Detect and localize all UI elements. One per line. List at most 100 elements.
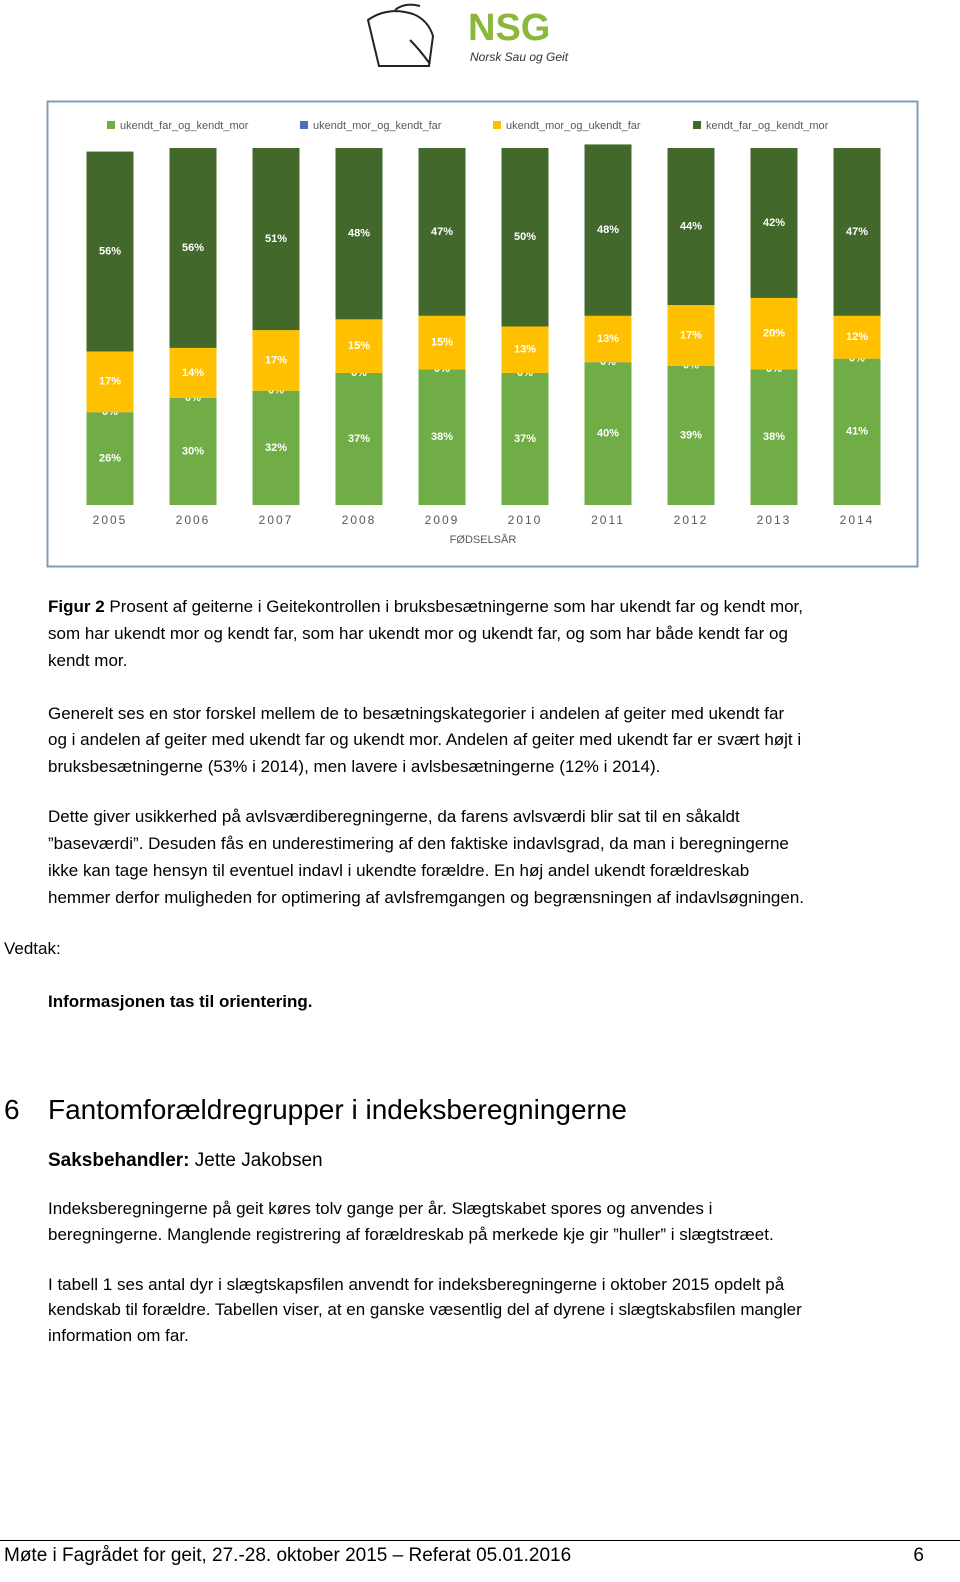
logo-tagline: Norsk Sau og Geit (470, 50, 569, 64)
legend-label: ukendt_far_og_kendt_mor (120, 120, 249, 132)
paragraph-line: kendskab til forældre. Tabellen viser, a… (48, 1300, 802, 1319)
bar-segment (252, 148, 300, 331)
legend-swatch (300, 121, 308, 129)
bar-segment (750, 297, 798, 370)
paragraph-line: og i andelen af geiter med ukendt far og… (48, 730, 802, 749)
bar-segment (667, 148, 715, 306)
caption-line: Figur 2 Prosent af geiterne i Geitekontr… (48, 597, 803, 617)
x-tick-label: 2010 (508, 513, 543, 527)
paragraph-line: ”baseværdi”. Desuden fås en underestimer… (48, 834, 789, 853)
section-number: 6 (4, 1094, 20, 1125)
data-label: 26% (99, 452, 121, 464)
data-label: 47% (431, 226, 453, 238)
vedtak-label: Vedtak: (4, 939, 61, 958)
caption-text: Prosent af geiterne i Geitekontrollen i … (104, 597, 803, 616)
handler-name: Jette Jakobsen (189, 1150, 323, 1171)
data-label: 39% (680, 429, 702, 441)
bar-segment (335, 372, 383, 505)
chart: FØDSELSÅR ukendt_far_og_kendt_mor ukendt_… (46, 100, 919, 568)
legend-swatch (107, 121, 115, 129)
bar-segment (501, 148, 549, 327)
footer-rule (0, 1540, 960, 1541)
data-label: 38% (431, 431, 453, 443)
data-label: 12% (846, 331, 868, 343)
bar-segment (86, 151, 134, 352)
bar-segment (667, 365, 715, 505)
data-label: 17% (680, 329, 702, 341)
data-label: 40% (597, 428, 619, 440)
bar-segment (169, 347, 217, 398)
data-label: 37% (348, 433, 370, 445)
data-label: 51% (265, 233, 287, 245)
paragraph-line: bruksbesætningerne (53% i 2014), men lav… (48, 757, 661, 776)
data-label: 14% (182, 367, 204, 379)
section-title: Fantomforældregrupper i indeksberegninge… (48, 1094, 628, 1125)
bar-segment (750, 369, 798, 505)
logo: NSG Norsk Sau og Geit (366, 3, 569, 67)
data-label: 37% (514, 433, 536, 445)
data-label: 48% (348, 228, 370, 240)
data-label: 17% (265, 354, 287, 366)
data-label: 15% (348, 340, 370, 352)
paragraph-line: hemmer derfor muligheden for optimering … (48, 888, 804, 907)
paragraph-line: beregningerne. Manglende registrering af… (48, 1225, 774, 1244)
data-label: 13% (514, 344, 536, 356)
bar-segment (833, 148, 881, 316)
logo-name: NSG (468, 7, 550, 49)
x-tick-label: 2006 (176, 513, 211, 527)
legend-swatch (493, 121, 501, 129)
legend-swatch (693, 121, 701, 129)
data-label: 56% (182, 242, 204, 254)
data-label: 20% (763, 328, 785, 340)
x-tick-label: 2013 (757, 513, 792, 527)
bar-segment (418, 148, 466, 316)
bar-segment (335, 319, 383, 373)
data-label: 30% (182, 445, 204, 457)
bar-segment (418, 315, 466, 370)
x-tick-label: 2009 (425, 513, 460, 527)
bar-segment (667, 305, 715, 366)
bar-segment (86, 412, 134, 505)
paragraph-line: information om far. (48, 1326, 189, 1345)
footer-text: Møte i Fagrådet for geit, 27.-28. oktobe… (4, 1545, 572, 1566)
legend-label: ukendt_mor_og_kendt_far (313, 120, 442, 132)
caption-label: Figur 2 (48, 597, 105, 616)
bar-segment (86, 351, 134, 413)
handler-label: Saksbehandler: (48, 1150, 190, 1171)
data-label: 15% (431, 336, 453, 348)
bar-segment (584, 144, 632, 316)
bar-segment (418, 369, 466, 505)
x-axis-title: FØDSELSÅR (450, 533, 517, 546)
logo-lines (394, 3, 431, 65)
bar-segment (169, 148, 217, 348)
paragraph-line: I tabell 1 ses antal dyr i slægtskapsfil… (48, 1275, 785, 1294)
bar-segment (252, 330, 300, 391)
paragraph-line: ikke kan tage hensyn til eventuel indavl… (48, 861, 750, 880)
bar-segment (335, 148, 383, 320)
paragraph-line: Dette giver usikkerhed på avlsværdibereg… (48, 807, 740, 826)
bar-segment (833, 358, 881, 505)
caption-line: som har ukendt mor og kendt far, som har… (48, 624, 788, 643)
x-tick-label: 2011 (591, 513, 625, 527)
bar-segment (833, 315, 881, 359)
x-tick-label: 2014 (840, 513, 875, 527)
data-label: 41% (846, 426, 868, 438)
caption-line: kendt mor. (48, 651, 128, 670)
data-label: 32% (265, 442, 287, 454)
data-label: 56% (99, 245, 121, 257)
bar-segment (501, 372, 549, 505)
bar-segment (169, 397, 217, 505)
data-label: 48% (597, 224, 619, 236)
bar-segment (750, 148, 798, 298)
bar-segment (252, 390, 300, 505)
handler: Saksbehandler: Jette Jakobsen (48, 1150, 323, 1172)
vedtak-text: Informasjonen tas til orientering. (48, 992, 313, 1011)
data-label: 47% (846, 226, 868, 238)
bar-segment (584, 315, 632, 363)
footer-page: 6 (913, 1545, 924, 1566)
data-label: 38% (763, 431, 785, 443)
x-tick-label: 2007 (259, 513, 294, 527)
data-label: 13% (597, 333, 619, 345)
logo-animals (366, 10, 435, 67)
paragraph-line: Indeksberegningerne på geit køres tolv g… (48, 1199, 713, 1218)
